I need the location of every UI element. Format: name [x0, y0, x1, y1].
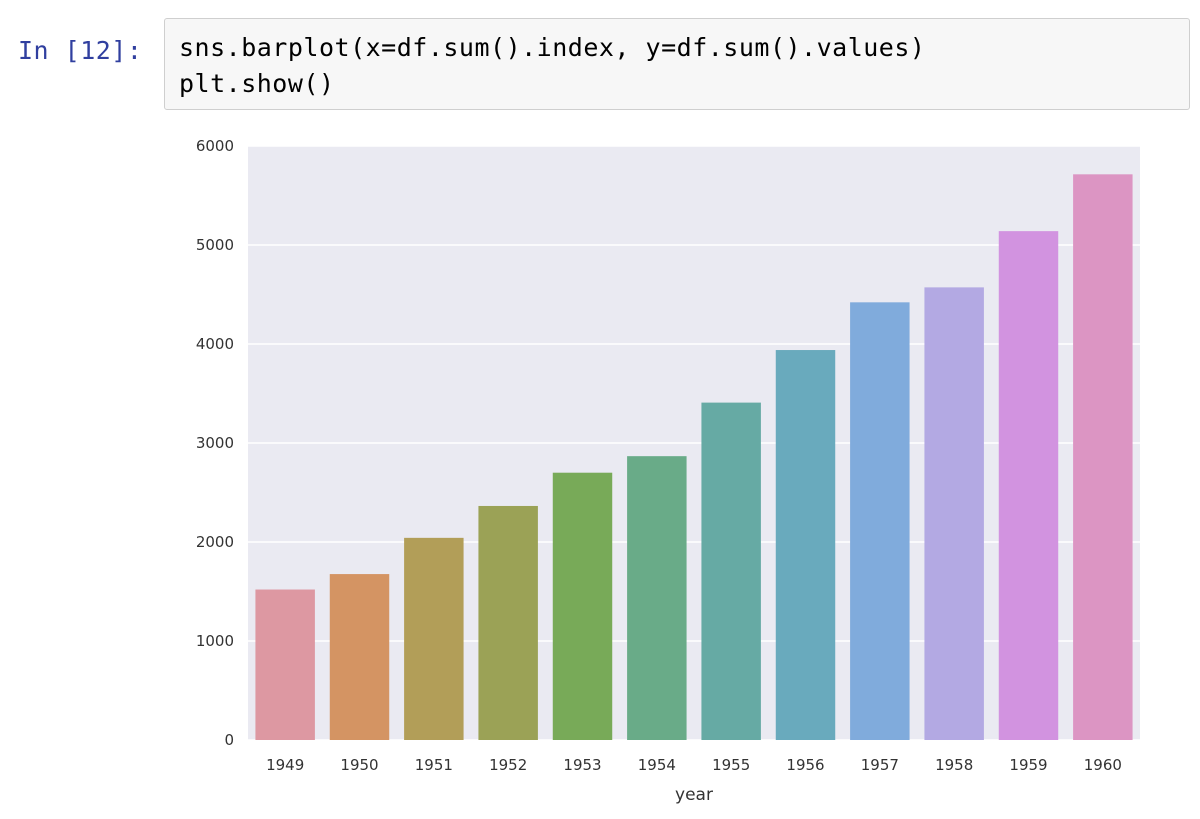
bar-1959 — [998, 231, 1059, 740]
x-axis-label: year — [675, 785, 713, 805]
bar-1950 — [329, 574, 390, 740]
y-tick-label: 1000 — [196, 632, 234, 650]
x-tick-label: 1956 — [786, 756, 824, 774]
bar-1952 — [478, 505, 538, 740]
x-tick-label: 1953 — [563, 756, 601, 774]
y-tick-label: 4000 — [196, 335, 234, 353]
cell-prompt: In [12]: — [18, 36, 143, 65]
bar-1953 — [552, 472, 613, 740]
bar-chart: 0 1000 2000 3000 4000 5000 6000 1949 1950 1951 195… — [196, 137, 1140, 805]
x-tick-label: 1958 — [935, 756, 973, 774]
y-tick-label: 6000 — [196, 137, 234, 155]
bar-1951 — [404, 537, 464, 740]
cell-output: 0 1000 2000 3000 4000 5000 6000 1949 1950 1951 195… — [164, 120, 1190, 814]
code-cell-input[interactable]: sns.barplot(x=df.sum().index, y=df.sum()… — [164, 18, 1190, 110]
bar-1954 — [627, 456, 687, 740]
bar-1955 — [701, 402, 761, 740]
code-line: plt.show() — [179, 69, 335, 98]
bar-1956 — [775, 350, 836, 740]
x-tick-label: 1954 — [638, 756, 676, 774]
bar-1960 — [1073, 174, 1133, 741]
x-tick-label: 1955 — [712, 756, 750, 774]
y-tick-label: 0 — [224, 731, 234, 749]
bar-1958 — [924, 287, 984, 740]
x-tick-label: 1949 — [266, 756, 304, 774]
x-tick-label: 1951 — [415, 756, 453, 774]
code-line: sns.barplot(x=df.sum().index, y=df.sum()… — [179, 33, 926, 62]
x-tick-label: 1952 — [489, 756, 527, 774]
bar-1949 — [255, 589, 315, 740]
y-tick-label: 2000 — [196, 533, 234, 551]
bar-1957 — [850, 302, 910, 740]
x-tick-label: 1957 — [861, 756, 899, 774]
x-tick-label: 1959 — [1009, 756, 1047, 774]
y-tick-label: 5000 — [196, 236, 234, 254]
x-tick-label: 1960 — [1084, 756, 1122, 774]
y-tick-label: 3000 — [196, 434, 234, 452]
x-tick-label: 1950 — [340, 756, 378, 774]
